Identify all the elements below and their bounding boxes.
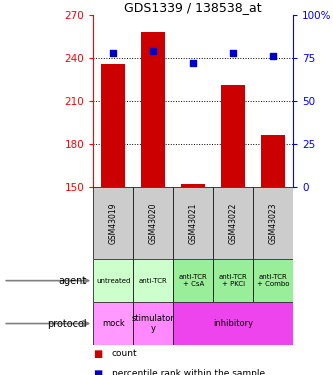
Text: GSM43021: GSM43021 [188,202,198,244]
Bar [141,32,165,187]
Bar [133,259,173,302]
Bar [133,187,173,259]
Point [151,48,156,54]
Text: GSM43023: GSM43023 [268,202,278,244]
Text: ■: ■ [93,349,103,359]
Bar [213,259,253,302]
Bar [101,64,125,187]
Point [270,53,276,59]
Point [111,50,116,56]
Bar [213,187,253,259]
Bar [173,302,293,345]
Text: GSM43022: GSM43022 [228,202,238,244]
Text: stimulator
y: stimulator y [132,314,174,333]
Text: anti-TCR
+ CsA: anti-TCR + CsA [179,274,207,287]
Text: untreated: untreated [96,278,131,284]
Text: GSM43020: GSM43020 [149,202,158,244]
Text: ■: ■ [93,369,103,375]
Bar [173,259,213,302]
Bar [93,302,133,345]
Point [230,50,236,56]
Bar [181,184,205,187]
Text: percentile rank within the sample: percentile rank within the sample [112,369,265,375]
Title: GDS1339 / 138538_at: GDS1339 / 138538_at [124,1,262,14]
Text: anti-TCR: anti-TCR [139,278,167,284]
Bar [173,187,213,259]
Text: count: count [112,349,137,358]
Bar [133,302,173,345]
Text: anti-TCR
+ Combo: anti-TCR + Combo [257,274,289,287]
Text: agent: agent [58,276,87,286]
Text: inhibitory: inhibitory [213,319,253,328]
Bar [93,187,133,259]
Bar [93,259,133,302]
Text: GSM43019: GSM43019 [109,202,118,244]
Point [190,60,196,66]
Bar [221,85,245,187]
Text: anti-TCR
+ PKCi: anti-TCR + PKCi [219,274,247,287]
Bar [253,187,293,259]
Text: mock: mock [102,319,125,328]
Bar [253,259,293,302]
Bar [261,135,285,187]
Text: protocol: protocol [47,318,87,328]
